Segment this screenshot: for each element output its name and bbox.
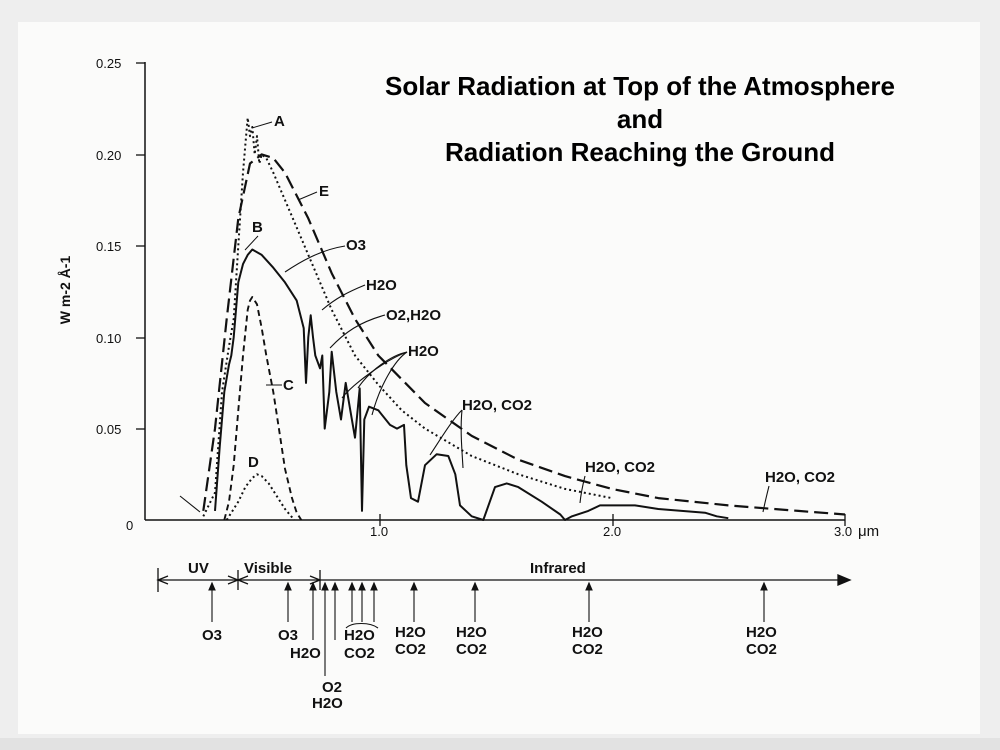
band-label-h2o: H2O <box>746 624 777 641</box>
curve-label-b: B <box>252 219 263 236</box>
y-ticks <box>136 62 145 430</box>
leader-e <box>297 191 318 201</box>
y-tick-label: 0.05 <box>96 422 121 437</box>
curve-label-c: C <box>283 377 294 394</box>
band-label-co2: CO2 <box>395 641 426 658</box>
x-tick-label: 2.0 <box>603 524 621 539</box>
annotation-h2o-group: H2O <box>408 343 439 360</box>
annotation-o3: O3 <box>346 237 366 254</box>
curve-label-d: D <box>248 454 259 471</box>
band-visible: Visible <box>244 560 292 577</box>
series-line-a <box>202 116 612 517</box>
y-tick-label: 0.20 <box>96 148 121 163</box>
annotation-h2o-co2-2: H2O, CO2 <box>585 459 655 476</box>
band-label-o3: O3 <box>278 627 298 644</box>
x-axis-unit: μm <box>858 523 879 540</box>
band-label-h2o: H2O <box>456 624 487 641</box>
band-axis <box>156 568 852 592</box>
title-line-3: Radiation Reaching the Ground <box>444 137 835 167</box>
series-line-c <box>223 296 303 521</box>
y-tick-label: 0.25 <box>96 56 121 71</box>
curve-label-a: A <box>274 113 285 130</box>
band-label-h2o: H2O <box>312 695 343 712</box>
band-label-o2: O2 <box>322 679 342 696</box>
title-line-1: Solar Radiation at Top of the Atmosphere <box>385 71 895 101</box>
band-label-co2: CO2 <box>572 641 603 658</box>
band-uv: UV <box>188 560 209 577</box>
x-tick-label: 1.0 <box>370 524 388 539</box>
band-label-h2o: H2O <box>395 624 426 641</box>
band-label-h2o: H2O <box>290 645 321 662</box>
y-axis-label: W m-2 Å-1 <box>57 256 73 325</box>
y-tick-label: 0.10 <box>96 331 121 346</box>
annotation-h2o-co2-3: H2O, CO2 <box>765 469 835 486</box>
chart-title: Solar Radiation at Top of the Atmosphere… <box>320 70 960 169</box>
scanned-figure-background <box>18 22 980 734</box>
band-label-h2o: H2O <box>572 624 603 641</box>
absorber-annotations <box>179 245 770 513</box>
series-line-d <box>225 473 296 521</box>
y-tick-label: 0 <box>126 518 133 533</box>
title-line-2: and <box>616 104 664 134</box>
annotation-h2o-co2-1: H2O, CO2 <box>462 397 532 414</box>
curve-label-e: E <box>319 183 329 200</box>
x-ticks <box>379 514 846 526</box>
band-label-co2: CO2 <box>746 641 777 658</box>
band-label-co2: CO2 <box>344 645 375 662</box>
band-infrared: Infrared <box>530 560 586 577</box>
leader-b <box>244 235 259 251</box>
leader-a <box>251 121 273 129</box>
series-layer <box>202 116 846 521</box>
bottom-strip <box>0 738 1000 750</box>
series-line-e <box>202 153 846 516</box>
band-label-h2o: H2O <box>344 627 375 644</box>
annotation-h2o: H2O <box>366 277 397 294</box>
absorber-arrows <box>208 581 768 676</box>
y-tick-label: 0.15 <box>96 239 121 254</box>
series-line-b <box>214 248 729 521</box>
annotation-o2-h2o: O2,H2O <box>386 307 441 324</box>
band-label-co2: CO2 <box>456 641 487 658</box>
band-label-o3: O3 <box>202 627 222 644</box>
x-tick-label: 3.0 <box>834 524 852 539</box>
